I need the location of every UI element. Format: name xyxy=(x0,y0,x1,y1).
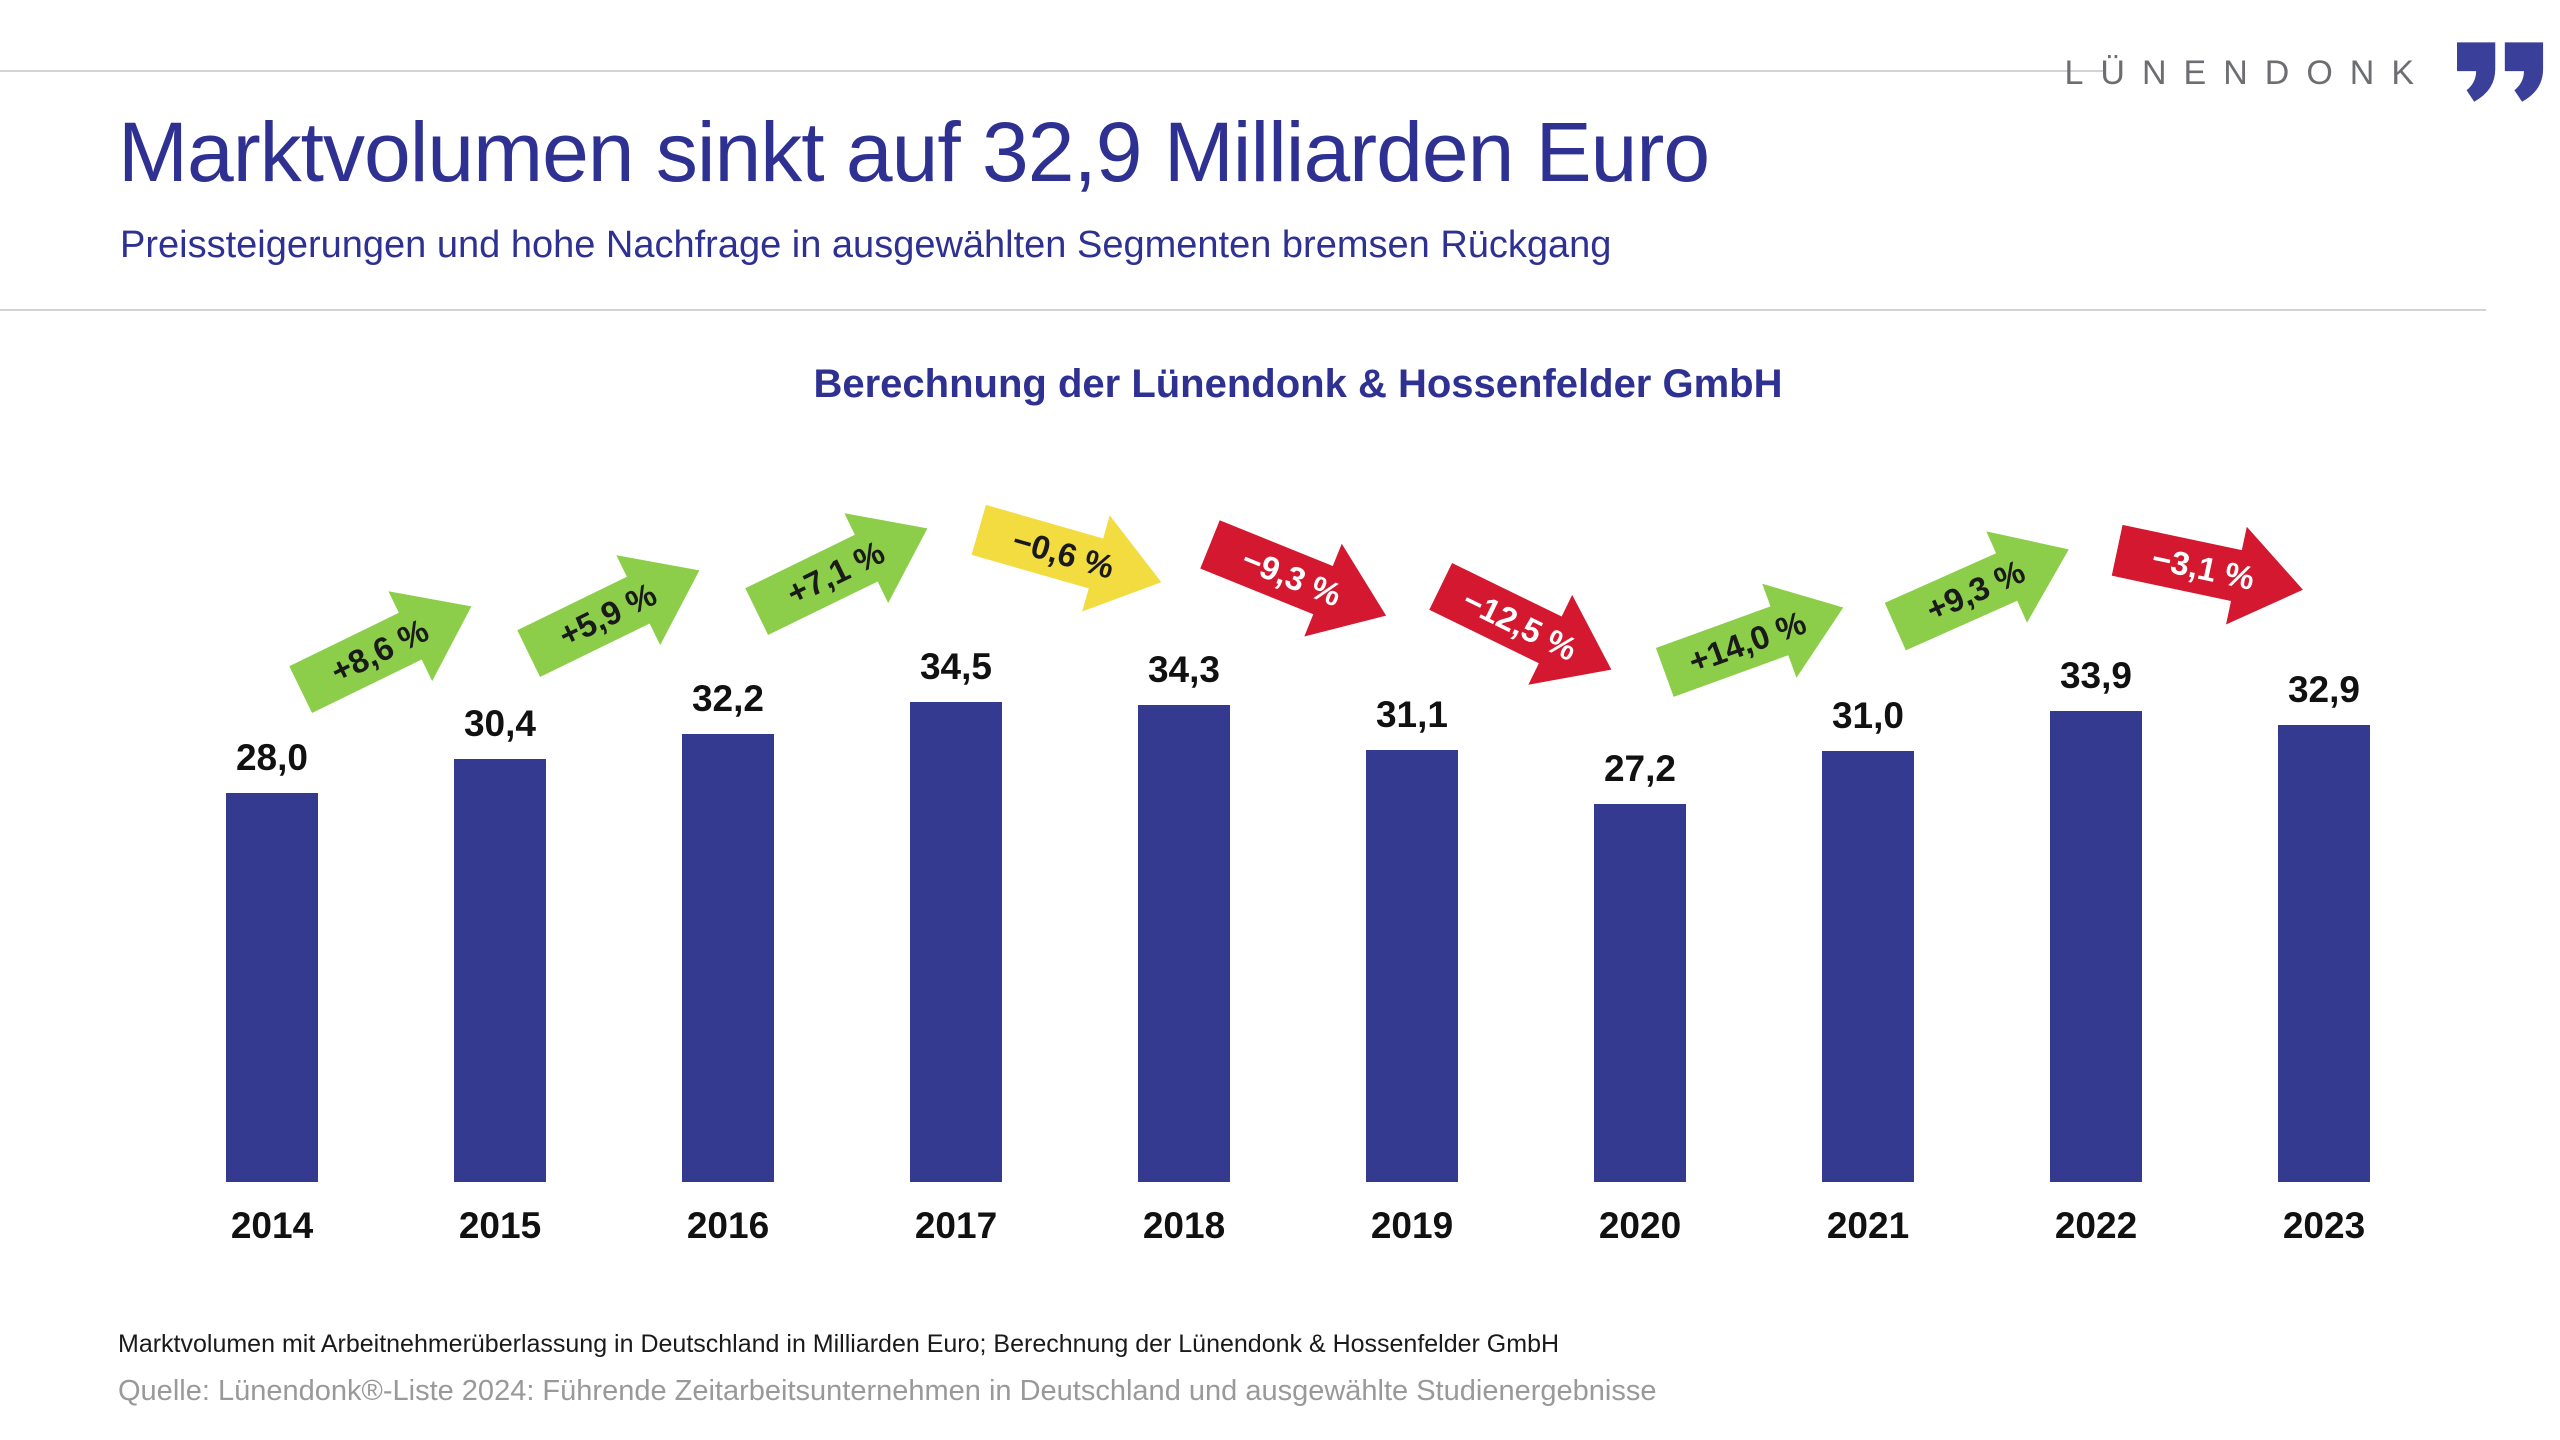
bar xyxy=(2278,725,2370,1182)
growth-arrow: +14,0 % xyxy=(1648,561,1861,720)
page-title: Marktvolumen sinkt auf 32,9 Milliarden E… xyxy=(118,105,1710,199)
bar-value-label: 32,9 xyxy=(2287,669,2360,710)
bar xyxy=(1594,804,1686,1182)
year-label: 2022 xyxy=(2054,1205,2138,1246)
footer-source: Quelle: Lünendonk®-Liste 2024: Führende … xyxy=(118,1375,1657,1407)
year-label: 2018 xyxy=(1142,1205,1226,1246)
bar-value-label: 32,2 xyxy=(691,678,764,719)
year-label: 2014 xyxy=(230,1205,314,1246)
lunendonk-logo: LÜNENDONK xyxy=(2065,42,2545,104)
bar-value-label: 34,3 xyxy=(1147,649,1220,690)
bar-chart: 28,0 2014 30,4 2015 32,2 2016 34,5 2017 34,3 2018… xyxy=(226,482,2370,1246)
bar-value-label: 34,5 xyxy=(919,646,992,687)
growth-arrow-shape xyxy=(971,504,1162,612)
bar-value-label: 30,4 xyxy=(463,703,536,744)
growth-arrow-shape xyxy=(1200,520,1387,637)
bar xyxy=(1822,751,1914,1182)
growth-arrow-shape xyxy=(289,591,472,714)
growth-arrow: −0,6 % xyxy=(965,482,1175,630)
growth-arrow: +5,9 % xyxy=(507,525,722,698)
bar xyxy=(226,793,318,1182)
growth-arrow-shape xyxy=(2111,524,2303,625)
year-label: 2017 xyxy=(914,1205,998,1246)
growth-arrow: −9,3 % xyxy=(1191,498,1405,662)
page-subtitle: Preissteigerungen und hohe Nachfrage in … xyxy=(120,224,1612,266)
growth-arrow-shape xyxy=(745,513,928,636)
growth-arrow: +7,1 % xyxy=(735,483,950,656)
bar xyxy=(910,702,1002,1182)
chart-title: Berechnung der Lünendonk & Hossenfelder … xyxy=(813,362,1783,406)
bar xyxy=(454,759,546,1182)
year-label: 2015 xyxy=(458,1205,542,1246)
growth-arrow-shape xyxy=(1884,531,2069,651)
year-label: 2021 xyxy=(1826,1205,1910,1246)
growth-arrow-shape xyxy=(1655,583,1844,697)
bar-value-label: 27,2 xyxy=(1603,748,1676,789)
logo-quotes-icon xyxy=(2457,42,2545,104)
growth-arrow-shape xyxy=(517,555,700,678)
title-divider-line xyxy=(0,309,2486,311)
bar xyxy=(2050,711,2142,1182)
year-label: 2023 xyxy=(2282,1205,2366,1246)
bar-value-label: 31,1 xyxy=(1375,694,1448,735)
bar xyxy=(1138,705,1230,1182)
year-label: 2019 xyxy=(1370,1205,1454,1246)
growth-arrow: −12,5 % xyxy=(1419,541,1634,714)
growth-arrow: +9,3 % xyxy=(1875,504,2089,673)
growth-arrow-shape xyxy=(1429,562,1612,685)
header-divider-line xyxy=(0,70,2105,72)
bar xyxy=(1366,750,1458,1182)
growth-arrow: −3,1 % xyxy=(2107,501,2314,638)
footer-note: Marktvolumen mit Arbeitnehmerüberlassung… xyxy=(118,1330,1560,1358)
bar-value-label: 31,0 xyxy=(1831,695,1904,736)
year-label: 2016 xyxy=(686,1205,770,1246)
year-label: 2020 xyxy=(1598,1205,1682,1246)
bar xyxy=(682,734,774,1182)
growth-arrow: +8,6 % xyxy=(279,561,494,734)
bar-value-label: 28,0 xyxy=(235,737,308,778)
bar-value-label: 33,9 xyxy=(2059,655,2132,696)
logo-wordmark: LÜNENDONK xyxy=(2064,54,2431,92)
